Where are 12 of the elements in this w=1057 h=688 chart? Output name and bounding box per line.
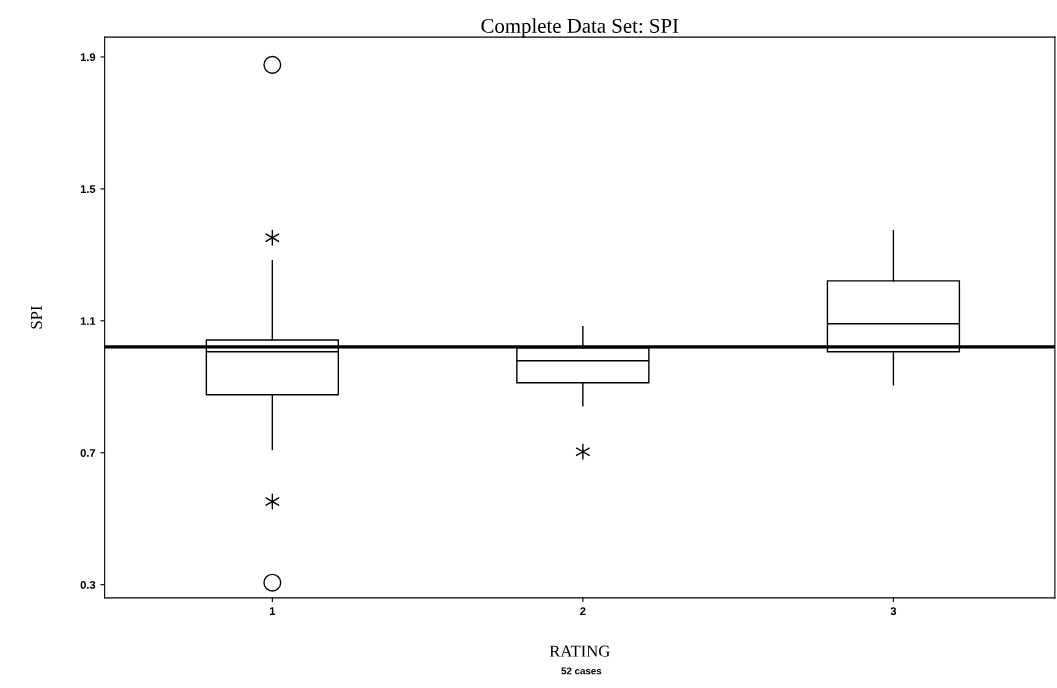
x-tick-label: 3	[890, 607, 897, 616]
text: 52 cases	[561, 667, 602, 675]
y-tick-label: 1.5	[80, 185, 96, 194]
y-axis-title: SPI	[30, 306, 43, 329]
y-tick-label: 1.9	[80, 53, 96, 62]
chart-title: Complete Data Set: SPI	[481, 18, 679, 38]
x-axis-title: RATING	[549, 645, 610, 657]
y-tick-label: 0.7	[80, 449, 96, 457]
x-tick-label: 2	[580, 607, 586, 615]
y-tick-label: 0.3	[80, 580, 96, 589]
y-tick-label: 1.1	[80, 317, 96, 325]
x-tick-label: 1	[269, 607, 276, 615]
